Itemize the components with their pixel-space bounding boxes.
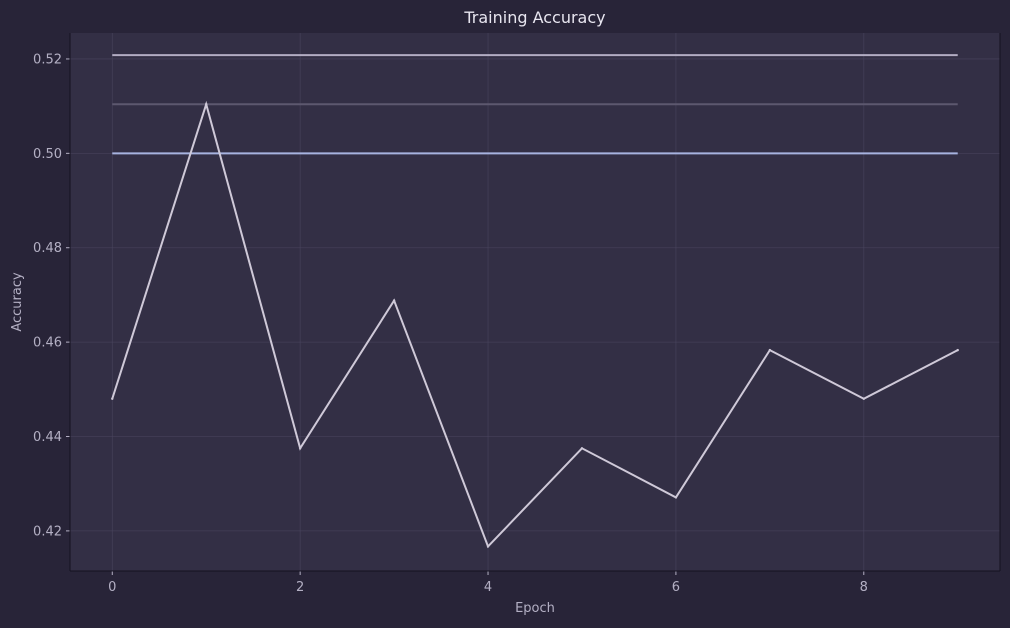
y-tick-label: 0.46: [33, 336, 62, 351]
data-point: [580, 447, 584, 450]
grid: [70, 33, 1000, 571]
data-point: [862, 397, 865, 400]
data-point: [768, 348, 772, 352]
x-tick-label: 2: [296, 580, 304, 595]
data-point: [205, 103, 208, 106]
y-axis-label: Accuracy: [10, 272, 25, 332]
x-axis-label: Epoch: [515, 601, 555, 616]
axes: 0 2 4 6 8 0.42 0.44 0.46 0.48 0.50 0.52: [33, 33, 1001, 595]
plot-area: [70, 33, 1000, 571]
chart-title: Training Accuracy: [463, 8, 605, 27]
data-point: [111, 397, 114, 400]
y-tick-label: 0.48: [33, 241, 62, 256]
data-point: [956, 348, 959, 352]
y-tick-label: 0.50: [33, 147, 62, 162]
x-tick-label: 0: [108, 580, 116, 595]
y-tick-label: 0.52: [33, 52, 62, 67]
data-point: [486, 545, 490, 548]
x-tick-label: 6: [672, 580, 680, 595]
accuracy-series-line: [111, 100, 959, 549]
series-layer: [111, 100, 959, 549]
data-point: [674, 496, 678, 499]
reference-lines: [112, 54, 958, 155]
data-point: [298, 447, 302, 450]
x-tick-label: 8: [860, 580, 868, 595]
data-point: [392, 299, 396, 302]
y-tick-label: 0.42: [33, 524, 62, 539]
y-tick-label: 0.44: [33, 430, 62, 445]
x-tick-label: 4: [484, 580, 492, 595]
